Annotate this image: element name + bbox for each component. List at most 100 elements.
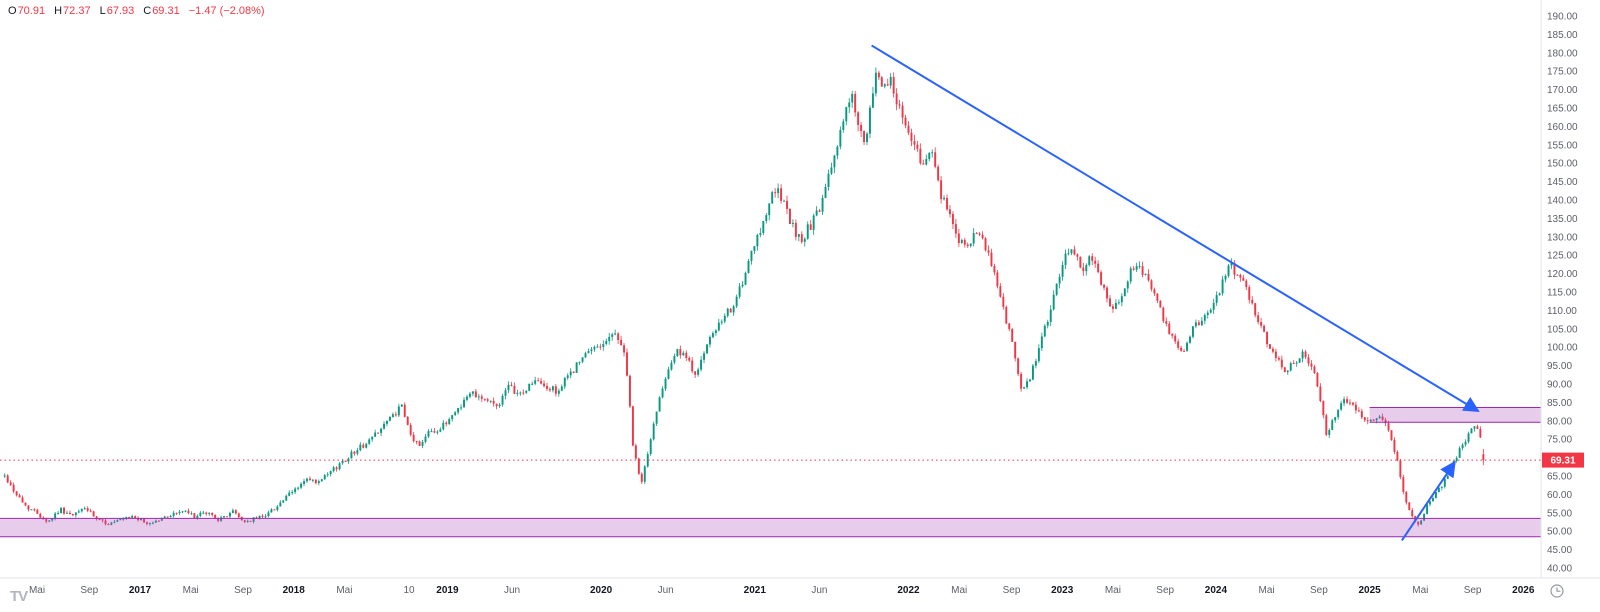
time-tick-label[interactable]: 2024 — [1205, 585, 1228, 596]
current-price-badge — [1542, 452, 1584, 468]
time-tick-label[interactable]: Mai — [1105, 585, 1121, 596]
candle-body — [1183, 350, 1186, 352]
time-tick-label[interactable]: Mai — [951, 585, 967, 596]
price-tick-label: 85.00 — [1547, 398, 1572, 409]
candle-body — [24, 502, 27, 506]
candle-body — [169, 515, 172, 517]
candle-body — [753, 246, 756, 251]
time-tick-label[interactable]: 2019 — [436, 585, 459, 596]
resistance-zone[interactable] — [1369, 407, 1541, 423]
candle-body — [510, 384, 513, 386]
candle-body — [611, 334, 614, 337]
candle-body — [1049, 309, 1052, 322]
trendlines-layer[interactable] — [871, 44, 1480, 541]
candle-body — [1020, 373, 1023, 389]
price-tick-label: 90.00 — [1547, 380, 1572, 391]
time-tick-label[interactable]: Jun — [658, 585, 674, 596]
candle-body — [1331, 420, 1334, 430]
candle-body — [249, 520, 252, 522]
candle-body — [1340, 403, 1343, 410]
candle-body — [439, 429, 442, 432]
candle-body — [146, 522, 148, 524]
candle-body — [954, 224, 957, 234]
candle-body — [335, 467, 338, 470]
candle-body — [747, 260, 750, 273]
candle-body — [827, 173, 830, 188]
candle-body — [68, 512, 71, 515]
time-axis[interactable]: Mai Sep 2017 Mai Sep 2018 Mai 10 2019 Jun 2020 Jun 2… — [0, 577, 1600, 596]
timezone-clock-icon[interactable] — [1550, 584, 1564, 598]
time-tick-label[interactable]: 2021 — [744, 585, 767, 596]
tradingview-logo[interactable]: TV — [10, 588, 28, 605]
candle-body — [92, 511, 95, 517]
price-axis[interactable]: 190.00 185.00 180.00 175.00 170.00 165.00 160.… — [1540, 0, 1578, 578]
downtrend-line[interactable] — [871, 44, 1480, 413]
candle-body — [1375, 418, 1378, 421]
candle-body — [513, 385, 516, 394]
time-tick-label[interactable]: Mai — [336, 585, 352, 596]
candle-body — [996, 272, 999, 287]
candle-body — [907, 125, 910, 133]
time-tick-label[interactable]: Mai — [29, 585, 45, 596]
candle-body — [1005, 306, 1008, 324]
time-tick-label[interactable]: Sep — [1464, 585, 1482, 596]
breakout-arrow[interactable] — [1401, 460, 1456, 541]
candle-body — [134, 516, 137, 519]
candle-body — [1150, 280, 1153, 290]
candle-body — [1082, 267, 1085, 272]
candle-body — [546, 385, 548, 389]
price-tick-label: 125.00 — [1547, 251, 1578, 262]
time-tick-label[interactable]: 2022 — [897, 585, 920, 596]
candle-body — [151, 522, 154, 524]
candle-body — [972, 233, 975, 244]
candle-body — [596, 346, 599, 348]
time-tick-label[interactable]: 10 — [403, 585, 415, 596]
time-tick-label[interactable]: 2020 — [590, 585, 613, 596]
time-tick-label[interactable]: Sep — [1310, 585, 1328, 596]
time-tick-label[interactable]: Sep — [234, 585, 252, 596]
time-tick-label[interactable]: Sep — [1003, 585, 1021, 596]
candle-body — [347, 458, 350, 462]
time-tick-label[interactable]: 2018 — [283, 585, 306, 596]
candle-body — [421, 442, 424, 446]
candle-body — [466, 396, 468, 400]
candle-body — [326, 474, 329, 476]
candle-body — [717, 322, 720, 331]
ohlc-legend[interactable]: O 70.91 H 72.37 L 67.93 C 69.31 −1.47 (−2.08… — [8, 5, 265, 17]
time-tick-label[interactable]: Sep — [80, 585, 98, 596]
candle-body — [184, 510, 187, 512]
price-tick-label: 45.00 — [1547, 545, 1572, 556]
time-tick-label[interactable]: 2025 — [1358, 585, 1381, 596]
time-tick-label[interactable]: 2026 — [1512, 585, 1535, 596]
candle-body — [178, 511, 181, 514]
support-zone[interactable] — [0, 518, 1541, 537]
candle-body — [388, 417, 391, 421]
legend-open: O 70.91 — [8, 5, 46, 17]
time-tick-label[interactable]: Mai — [1259, 585, 1275, 596]
candle-body — [116, 520, 119, 522]
candle-body — [223, 516, 225, 518]
zones-layer[interactable] — [0, 407, 1541, 538]
candle-body — [1147, 273, 1150, 281]
time-tick-label[interactable]: Jun — [504, 585, 520, 596]
candle-body — [1346, 399, 1348, 403]
time-tick-label[interactable]: Mai — [183, 585, 199, 596]
candle-body — [1023, 387, 1026, 389]
price-tick-label: 50.00 — [1547, 527, 1572, 538]
candle-body — [433, 431, 436, 433]
time-tick-label[interactable]: Jun — [811, 585, 827, 596]
time-tick-label[interactable]: Mai — [1412, 585, 1428, 596]
candle-body — [720, 321, 723, 323]
candle-body — [1251, 299, 1254, 304]
time-tick-label[interactable]: Sep — [1156, 585, 1174, 596]
time-tick-label[interactable]: 2017 — [129, 585, 152, 596]
candle-body — [1097, 263, 1100, 273]
candle-body — [519, 392, 522, 394]
candle-body — [809, 224, 812, 230]
time-tick-label[interactable]: 2023 — [1051, 585, 1074, 596]
candle-body — [661, 388, 664, 398]
candle-body — [904, 117, 907, 126]
candle-body — [1360, 411, 1363, 418]
